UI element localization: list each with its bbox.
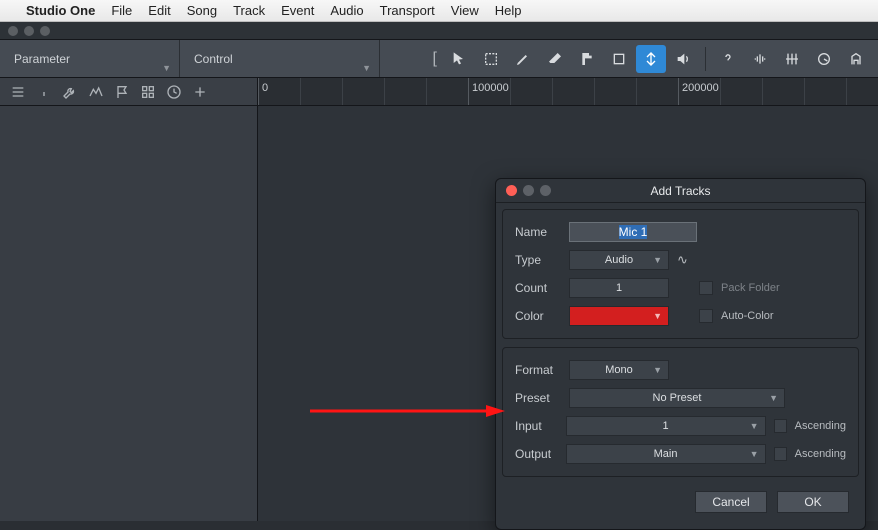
automation-icon[interactable] <box>88 84 104 100</box>
dialog-titlebar[interactable]: Add Tracks <box>496 179 865 203</box>
type-value: Audio <box>605 254 633 266</box>
help-button[interactable] <box>713 45 743 73</box>
dialog-group-basic: Name Type Audio ▼ ∿ Count 1 Pack Folder <box>502 209 859 339</box>
bend-tool-button[interactable] <box>636 45 666 73</box>
arrow-tool-button[interactable] <box>444 45 474 73</box>
bracket-left-icon: [ <box>427 50 443 68</box>
format-value: Mono <box>605 364 633 376</box>
chevron-down-icon: ▼ <box>653 365 662 375</box>
format-label: Format <box>515 363 561 377</box>
menu-file[interactable]: File <box>111 3 132 18</box>
tool-cluster: [ <box>427 45 878 73</box>
waveform-icon: ∿ <box>677 252 695 268</box>
add-track-icon[interactable] <box>192 84 208 100</box>
autocolor-checkbox[interactable] <box>699 309 713 323</box>
name-label: Name <box>515 225 561 239</box>
dialog-button-row: Cancel OK <box>502 485 859 523</box>
timeline-ruler[interactable]: 0 100000 200000 <box>258 78 878 105</box>
wrench-icon[interactable] <box>62 84 78 100</box>
dialog-group-routing: Format Mono ▼ Preset No Preset ▼ Input 1… <box>502 347 859 477</box>
chevron-down-icon: ▼ <box>750 449 759 459</box>
name-input[interactable] <box>569 222 697 242</box>
mute-tool-button[interactable] <box>604 45 634 73</box>
listen-tool-button[interactable] <box>668 45 698 73</box>
menu-event[interactable]: Event <box>281 3 314 18</box>
output-ascending-label: Ascending <box>795 448 846 460</box>
range-tool-button[interactable] <box>476 45 506 73</box>
ruler-row: 0 100000 200000 <box>0 78 878 106</box>
tracklist-icon[interactable] <box>10 84 26 100</box>
format-dropdown[interactable]: Mono ▼ <box>569 360 669 380</box>
strip-silence-button[interactable] <box>745 45 775 73</box>
packfolder-label: Pack Folder <box>721 282 780 294</box>
autocolor-label: Auto-Color <box>721 310 774 322</box>
pencil-tool-button[interactable] <box>508 45 538 73</box>
control-label: Control <box>194 52 233 66</box>
output-ascending-checkbox[interactable] <box>774 447 787 461</box>
flag-icon[interactable] <box>114 84 130 100</box>
count-label: Count <box>515 281 561 295</box>
output-label: Output <box>515 447 558 461</box>
tempo-icon[interactable] <box>166 84 182 100</box>
preset-value: No Preset <box>653 392 702 404</box>
quantize-button[interactable] <box>809 45 839 73</box>
paint-tool-button[interactable] <box>572 45 602 73</box>
chevron-down-icon: ▼ <box>653 255 662 265</box>
add-tracks-dialog: Add Tracks Name Type Audio ▼ ∿ Count 1 <box>495 178 866 530</box>
window-chrome <box>0 22 878 40</box>
mac-menubar: Studio One File Edit Song Track Event Au… <box>0 0 878 22</box>
secondary-toolbar: Parameter ▼ Control ▼ [ <box>0 40 878 78</box>
ruler-label: 100000 <box>472 82 509 94</box>
output-value: Main <box>654 448 678 460</box>
chevron-down-icon: ▼ <box>653 311 662 321</box>
chevron-down-icon: ▼ <box>750 421 759 431</box>
packfolder-checkbox[interactable] <box>699 281 713 295</box>
window-minimize-icon[interactable] <box>24 26 34 36</box>
output-dropdown[interactable]: Main ▼ <box>566 444 766 464</box>
menu-view[interactable]: View <box>451 3 479 18</box>
macro-button[interactable] <box>841 45 871 73</box>
type-dropdown[interactable]: Audio ▼ <box>569 250 669 270</box>
track-iconstrip <box>0 78 258 105</box>
input-ascending-label: Ascending <box>795 420 846 432</box>
menu-song[interactable]: Song <box>187 3 217 18</box>
menu-audio[interactable]: Audio <box>330 3 363 18</box>
type-label: Type <box>515 253 561 267</box>
group-icon[interactable] <box>140 84 156 100</box>
count-value: 1 <box>616 282 622 294</box>
parameter-cell[interactable]: Parameter ▼ <box>0 40 180 77</box>
app-name[interactable]: Studio One <box>26 3 95 18</box>
color-dropdown[interactable]: ▼ <box>569 306 669 326</box>
control-cell[interactable]: Control ▼ <box>180 40 380 77</box>
menu-help[interactable]: Help <box>495 3 522 18</box>
preset-dropdown[interactable]: No Preset ▼ <box>569 388 785 408</box>
bend-markers-button[interactable] <box>777 45 807 73</box>
window-zoom-icon[interactable] <box>40 26 50 36</box>
info-icon[interactable] <box>36 84 52 100</box>
window-close-icon[interactable] <box>8 26 18 36</box>
input-ascending-checkbox[interactable] <box>774 419 787 433</box>
chevron-down-icon: ▼ <box>362 63 371 73</box>
menu-edit[interactable]: Edit <box>148 3 170 18</box>
cancel-button[interactable]: Cancel <box>695 491 767 513</box>
track-panel <box>0 106 258 521</box>
ruler-label: 0 <box>262 82 268 94</box>
chevron-down-icon: ▼ <box>162 63 171 73</box>
chevron-down-icon: ▼ <box>769 393 778 403</box>
count-field[interactable]: 1 <box>569 278 669 298</box>
menu-track[interactable]: Track <box>233 3 265 18</box>
color-label: Color <box>515 309 561 323</box>
parameter-label: Parameter <box>14 52 70 66</box>
input-dropdown[interactable]: 1 ▼ <box>566 416 766 436</box>
dialog-title: Add Tracks <box>496 184 865 198</box>
ruler-label: 200000 <box>682 82 719 94</box>
ok-button[interactable]: OK <box>777 491 849 513</box>
input-label: Input <box>515 419 558 433</box>
input-value: 1 <box>662 420 668 432</box>
preset-label: Preset <box>515 391 561 405</box>
menu-transport[interactable]: Transport <box>380 3 435 18</box>
eraser-tool-button[interactable] <box>540 45 570 73</box>
